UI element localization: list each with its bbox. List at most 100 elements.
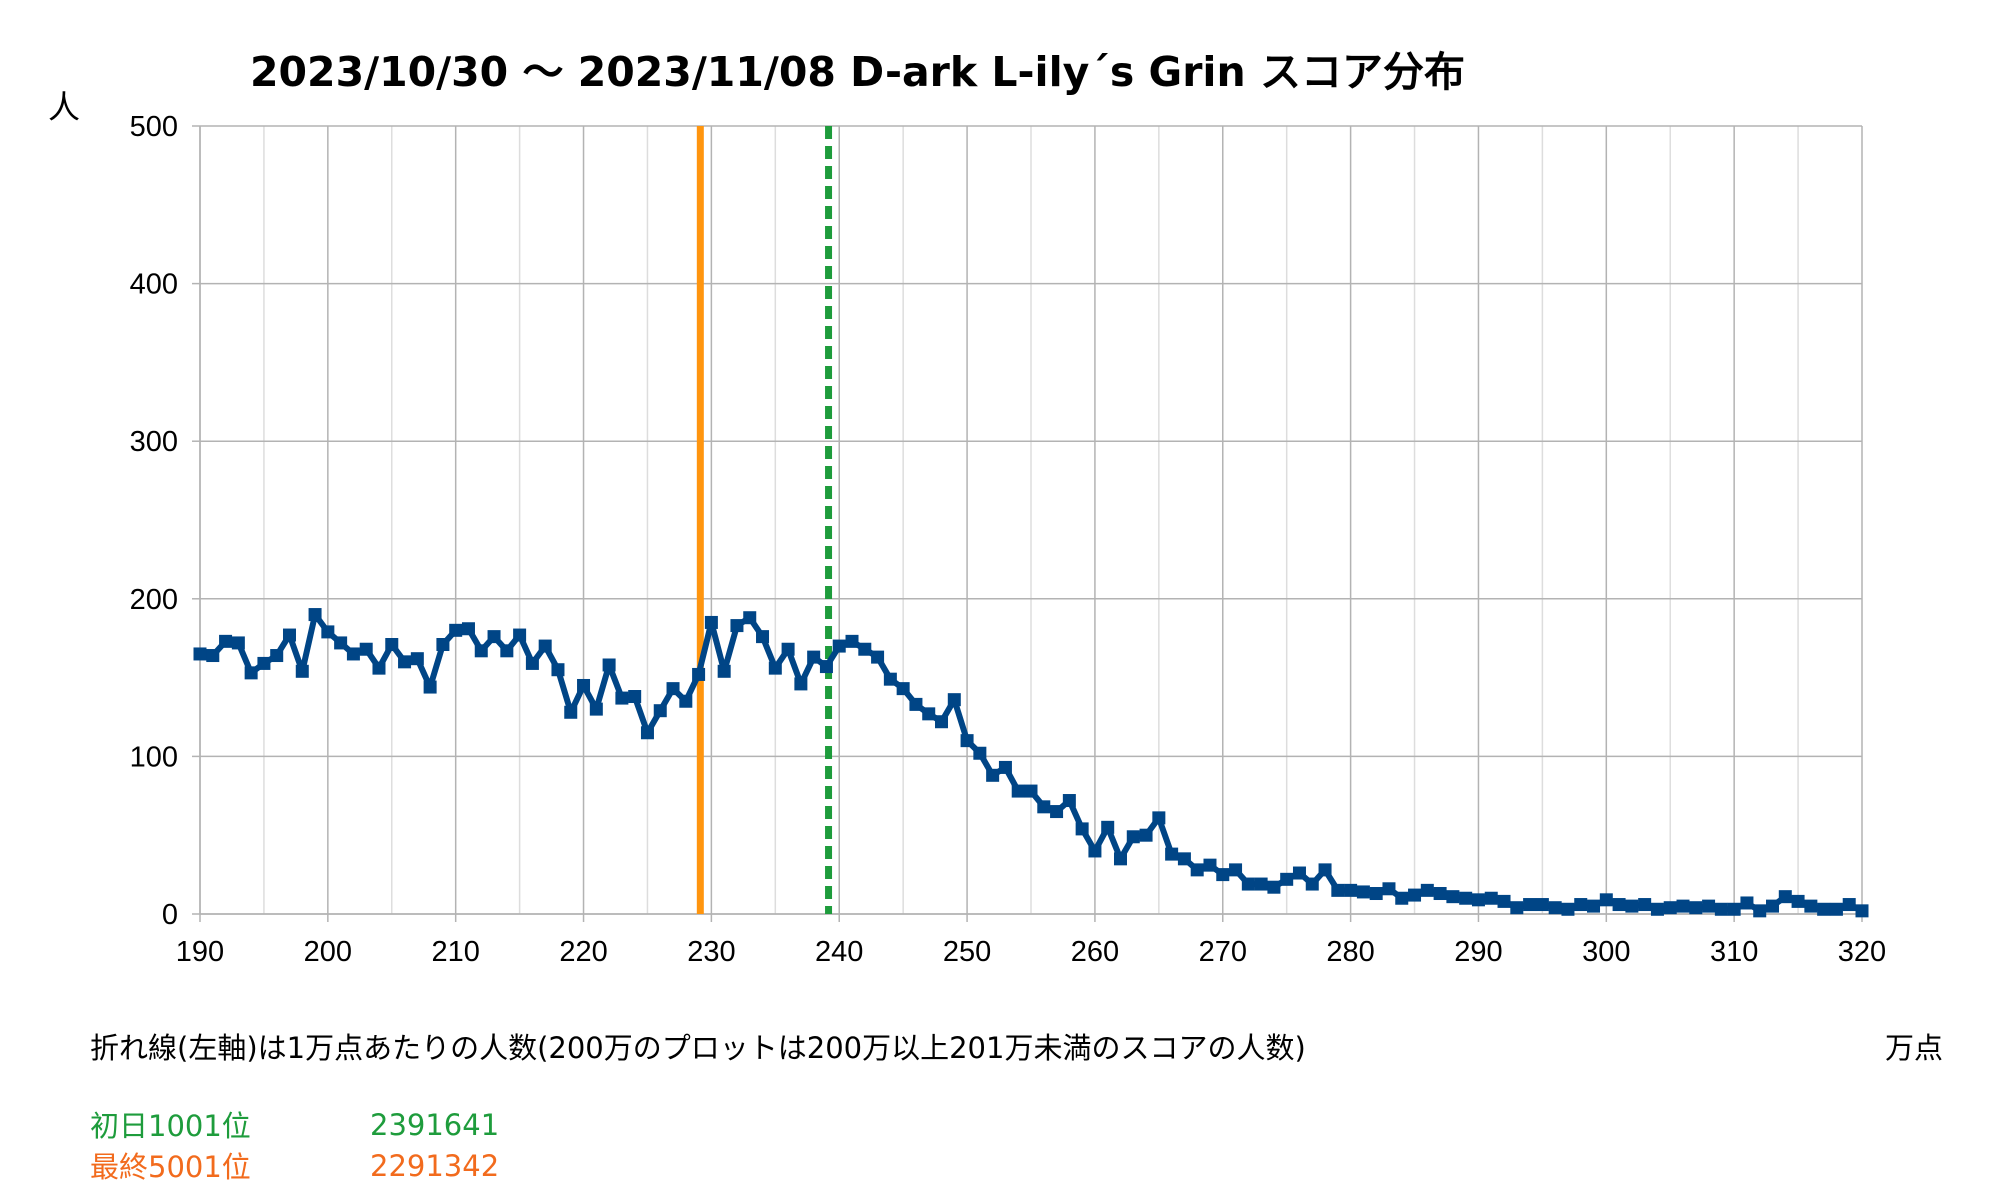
- data-point: [1817, 902, 1831, 916]
- data-point: [1011, 784, 1025, 798]
- data-point: [1241, 877, 1255, 891]
- data-point: [525, 656, 539, 670]
- data-point: [1650, 902, 1664, 916]
- data-point: [1344, 883, 1358, 897]
- data-point: [436, 638, 450, 652]
- data-point: [1561, 902, 1575, 916]
- data-point: [1599, 893, 1613, 907]
- x-tick-label: 290: [1454, 936, 1502, 968]
- data-point: [1075, 822, 1089, 836]
- data-point: [1101, 820, 1115, 834]
- data-point: [704, 615, 718, 629]
- marker-first-day-value: 2391641: [370, 1108, 500, 1142]
- data-point: [935, 715, 949, 729]
- data-point: [1177, 852, 1191, 866]
- data-point: [1126, 830, 1140, 844]
- data-point: [1446, 890, 1460, 904]
- y-tick-label: 400: [130, 269, 178, 301]
- chart-axes: [192, 125, 1863, 922]
- x-tick-label: 220: [559, 936, 607, 968]
- data-point: [1663, 901, 1677, 915]
- data-point: [423, 680, 437, 694]
- data-point: [231, 636, 245, 650]
- data-point: [1753, 904, 1767, 918]
- data-point: [1433, 887, 1447, 901]
- data-point: [832, 639, 846, 653]
- data-point: [845, 634, 859, 648]
- data-point: [1778, 890, 1792, 904]
- data-point: [960, 734, 974, 748]
- data-point: [1305, 877, 1319, 891]
- data-point: [359, 642, 373, 656]
- data-point: [1510, 901, 1524, 915]
- data-point: [577, 678, 591, 692]
- data-point: [717, 664, 731, 678]
- data-point: [334, 636, 348, 650]
- data-point: [807, 650, 821, 664]
- data-point: [628, 690, 642, 704]
- data-point: [1689, 901, 1703, 915]
- marker-final-label: 最終5001位: [90, 1150, 251, 1184]
- data-point: [1037, 800, 1051, 814]
- x-tick-label: 230: [687, 936, 735, 968]
- data-point: [819, 660, 833, 674]
- data-point: [1535, 898, 1549, 912]
- data-point: [1740, 896, 1754, 910]
- data-point: [1382, 882, 1396, 896]
- data-point: [308, 608, 322, 622]
- data-point: [1152, 811, 1166, 825]
- data-point: [1216, 868, 1230, 882]
- data-point: [1714, 902, 1728, 916]
- data-point: [1548, 901, 1562, 915]
- x-tick-label: 240: [815, 936, 863, 968]
- y-axis-label: 人: [48, 88, 81, 126]
- data-point: [1292, 866, 1306, 880]
- data-point: [551, 663, 565, 677]
- data-point: [947, 693, 961, 707]
- data-point: [743, 611, 757, 625]
- data-point: [640, 726, 654, 740]
- data-point: [282, 628, 296, 642]
- data-point: [1050, 805, 1064, 819]
- data-point: [602, 658, 616, 672]
- data-point: [461, 622, 475, 636]
- data-point: [986, 768, 1000, 782]
- data-point: [1369, 887, 1383, 901]
- data-point: [922, 707, 936, 721]
- data-point: [1855, 904, 1869, 918]
- reference-lines: [696, 126, 833, 914]
- y-tick-label: 300: [130, 426, 178, 458]
- data-point: [1254, 877, 1268, 891]
- marker-final-value: 2291342: [370, 1149, 500, 1183]
- data-point: [346, 647, 360, 661]
- data-point: [295, 664, 309, 678]
- data-point: [538, 639, 552, 653]
- x-tick-label: 270: [1199, 936, 1247, 968]
- data-point: [564, 705, 578, 719]
- x-tick-label: 280: [1326, 936, 1374, 968]
- data-point: [1062, 794, 1076, 808]
- x-tick-label: 190: [176, 936, 224, 968]
- data-point: [1459, 891, 1473, 905]
- chart-note: 折れ線(左軸)は1万点あたりの人数(200万のプロットは200万以上201万未満…: [90, 1031, 1306, 1065]
- x-tick-label: 200: [304, 936, 352, 968]
- data-point: [858, 642, 872, 656]
- data-point: [1587, 899, 1601, 913]
- data-point: [973, 746, 987, 760]
- data-point: [487, 630, 501, 644]
- x-tick-label: 310: [1710, 936, 1758, 968]
- data-point: [244, 666, 258, 680]
- data-point: [1420, 883, 1434, 897]
- y-tick-label: 100: [130, 741, 178, 773]
- data-point: [1791, 894, 1805, 908]
- data-point: [768, 661, 782, 675]
- data-point: [1395, 891, 1409, 905]
- y-tick-label: 500: [130, 111, 178, 143]
- data-point: [500, 644, 514, 658]
- data-point: [730, 619, 744, 633]
- data-point: [871, 650, 885, 664]
- data-point: [1702, 899, 1716, 913]
- data-point: [666, 682, 680, 696]
- data-point: [1842, 898, 1856, 912]
